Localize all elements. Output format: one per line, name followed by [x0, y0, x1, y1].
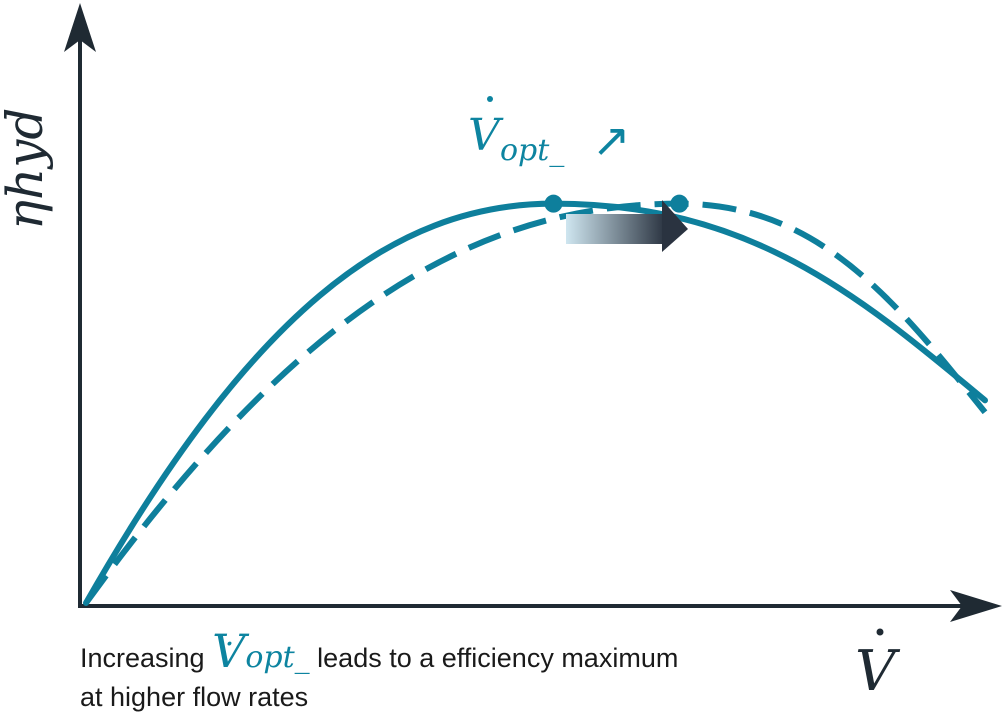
curve-dashed [83, 200, 988, 605]
annotation-dot [487, 96, 493, 102]
y-axis-arrowhead [64, 3, 96, 52]
caption-before: Increasing [80, 643, 205, 673]
optimum-point-solid [544, 194, 563, 213]
shift-arrow-body [566, 214, 666, 244]
annotation-subscript: opt_ [500, 133, 564, 168]
caption-symbol: V · opt_ [212, 627, 310, 678]
annotation-arrow: ↗ [592, 113, 631, 167]
annotation-symbol: V [468, 110, 504, 161]
x-axis-label: V [855, 639, 901, 704]
x-axis-label-dot [876, 628, 884, 636]
caption-line2: at higher flow rates [80, 682, 309, 712]
optimum-annotation: V opt_ ↗ [468, 96, 631, 168]
optimum-shift-arrow [566, 200, 688, 252]
optimum-point-dashed [670, 194, 689, 213]
curve-solid [83, 200, 988, 606]
caption-after: leads to a efficiency maximum [317, 643, 679, 673]
shift-arrow-head [662, 200, 688, 252]
caption: Increasing V · opt_ leads to a efficiency … [80, 627, 840, 716]
caption-symbol-subscript: opt_ [245, 640, 310, 675]
y-axis-label: ηhyd [0, 108, 54, 230]
caption-symbol-dot: · [224, 627, 235, 662]
x-axis-arrowhead [950, 590, 1002, 622]
caption-symbol-letter: V [212, 624, 246, 678]
